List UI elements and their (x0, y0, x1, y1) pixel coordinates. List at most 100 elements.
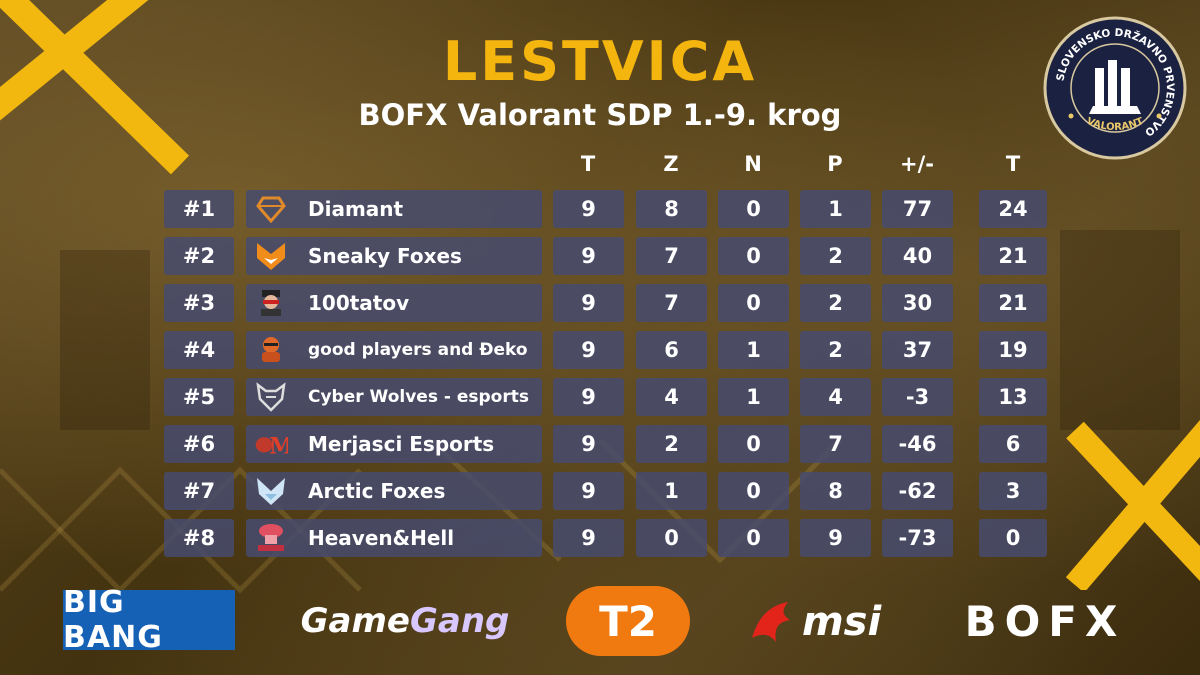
table-row: #6 M Merjasci Esports 9 2 0 7 -46 6 (0, 425, 1200, 463)
played-cell: 9 (553, 472, 624, 510)
points-cell: 19 (979, 331, 1047, 369)
points-cell: 21 (979, 284, 1047, 322)
losses-cell: 2 (800, 284, 871, 322)
rank-cell: #1 (164, 190, 234, 228)
draws-cell: 0 (718, 190, 789, 228)
team-name: Merjasci Esports (308, 432, 495, 456)
played-cell: 9 (553, 519, 624, 557)
losses-cell: 9 (800, 519, 871, 557)
played-cell: 9 (553, 284, 624, 322)
draws-cell: 0 (718, 425, 789, 463)
gamegang-part-1: Game (300, 601, 410, 641)
diff-cell: 77 (882, 190, 953, 228)
points-cell: 6 (979, 425, 1047, 463)
wins-cell: 7 (636, 284, 707, 322)
diff-cell: -46 (882, 425, 953, 463)
championship-badge: SLOVENSKO DRŽAVNO PRVENSTVO VALORANT (1043, 16, 1187, 160)
team-name: 100tatov (308, 291, 410, 315)
draws-cell: 1 (718, 331, 789, 369)
team-cell: Diamant (246, 190, 542, 228)
table-row: #8 Heaven&Hell 9 0 0 9 -73 0 (0, 519, 1200, 557)
rank-cell: #8 (164, 519, 234, 557)
team-name: Sneaky Foxes (308, 244, 462, 268)
points-cell: 0 (979, 519, 1047, 557)
rank-cell: #7 (164, 472, 234, 510)
team-name: good players and Đeko (308, 340, 528, 360)
diff-cell: 30 (882, 284, 953, 322)
losses-cell: 4 (800, 378, 871, 416)
draws-cell: 0 (718, 519, 789, 557)
sponsor-bigbang-logo: BIG BANG (63, 585, 235, 655)
diff-cell: 37 (882, 331, 953, 369)
col-header-diff: +/- (900, 152, 934, 176)
sponsor-gamegang-logo: Game Gang (294, 596, 516, 646)
draws-cell: 0 (718, 472, 789, 510)
losses-cell: 2 (800, 331, 871, 369)
points-cell: 21 (979, 237, 1047, 275)
team-cell: Cyber Wolves - esports (246, 378, 542, 416)
deko-logo-icon (254, 334, 288, 366)
wins-cell: 8 (636, 190, 707, 228)
100tatov-logo-icon (254, 287, 288, 319)
points-cell: 13 (979, 378, 1047, 416)
table-row: #4 good players and Đeko 9 6 1 2 37 19 (0, 331, 1200, 369)
team-cell: Arctic Foxes (246, 472, 542, 510)
losses-cell: 1 (800, 190, 871, 228)
wins-cell: 6 (636, 331, 707, 369)
losses-cell: 2 (800, 237, 871, 275)
team-cell: Heaven&Hell (246, 519, 542, 557)
dragon-icon (752, 602, 790, 642)
badge-emblem-icon (1089, 60, 1141, 114)
diamant-logo-icon (254, 193, 288, 225)
fox-logo-icon (254, 240, 288, 272)
rank-cell: #3 (164, 284, 234, 322)
wins-cell: 4 (636, 378, 707, 416)
arctic-fox-logo-icon (254, 475, 288, 507)
draws-cell: 1 (718, 378, 789, 416)
played-cell: 9 (553, 331, 624, 369)
team-cell: M Merjasci Esports (246, 425, 542, 463)
svg-text:VALORANT: VALORANT (1085, 116, 1145, 133)
wins-cell: 0 (636, 519, 707, 557)
boar-logo-icon: M (254, 428, 288, 460)
draws-cell: 0 (718, 284, 789, 322)
team-cell: 100tatov (246, 284, 542, 322)
team-name: Diamant (308, 197, 404, 221)
played-cell: 9 (553, 190, 624, 228)
col-header-draws: N (744, 152, 762, 176)
sponsor-msi-logo: msi (748, 592, 918, 652)
diff-cell: -3 (882, 378, 953, 416)
col-header-played: T (580, 152, 596, 176)
table-row: #2 Sneaky Foxes 9 7 0 2 40 21 (0, 237, 1200, 275)
page-subtitle: BOFX Valorant SDP 1.-9. krog (358, 98, 842, 132)
col-header-losses: P (827, 152, 843, 176)
team-cell: Sneaky Foxes (246, 237, 542, 275)
team-name: Arctic Foxes (308, 479, 446, 503)
rank-cell: #2 (164, 237, 234, 275)
badge-bottom-text: VALORANT (1085, 116, 1145, 133)
rank-cell: #6 (164, 425, 234, 463)
team-name: Cyber Wolves - esports (308, 387, 529, 407)
diff-cell: -62 (882, 472, 953, 510)
rank-cell: #5 (164, 378, 234, 416)
x-decoration-top-left (0, 0, 190, 175)
sponsor-bofx-logo: BOFX (964, 596, 1126, 646)
page-title: LESTVICA (442, 30, 758, 93)
points-cell: 24 (979, 190, 1047, 228)
x-decoration-bottom-right (1065, 420, 1200, 590)
table-row: #1 Diamant 9 8 0 1 77 24 (0, 190, 1200, 228)
played-cell: 9 (553, 425, 624, 463)
col-header-wins: Z (663, 152, 679, 176)
losses-cell: 7 (800, 425, 871, 463)
table-row: #3 100tatov 9 7 0 2 30 21 (0, 284, 1200, 322)
draws-cell: 0 (718, 237, 789, 275)
gamegang-part-2: Gang (409, 601, 510, 641)
table-row: #5 Cyber Wolves - esports 9 4 1 4 -3 13 (0, 378, 1200, 416)
heavenhell-logo-icon (254, 522, 288, 554)
rank-cell: #4 (164, 331, 234, 369)
wins-cell: 2 (636, 425, 707, 463)
sponsor-t2-logo: T2 (566, 586, 690, 656)
played-cell: 9 (553, 237, 624, 275)
col-header-points: T (1005, 152, 1021, 176)
wolf-logo-icon (254, 381, 288, 413)
